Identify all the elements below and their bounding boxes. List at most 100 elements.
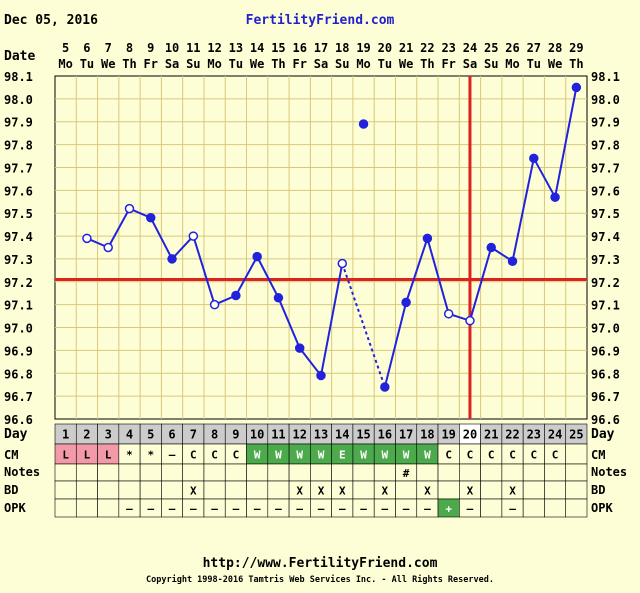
footer-url[interactable]: http://www.FertilityFriend.com	[203, 556, 438, 571]
y-tick-label-right: 97.2	[591, 276, 620, 290]
date-number: 25	[484, 41, 498, 55]
y-tick-label-left: 97.6	[4, 184, 33, 198]
table-row-labels: Day Day CM CM Notes Notes BD BD OPK OPK	[4, 427, 627, 515]
bd-cell	[480, 480, 503, 500]
notes-cell	[459, 463, 481, 482]
y-tick-label-right: 97.9	[591, 116, 620, 130]
opk-value: –	[211, 503, 218, 516]
temperature-point	[529, 153, 539, 164]
cm-value: L	[62, 449, 69, 462]
day-value: 11	[271, 428, 285, 442]
opk-cell	[54, 498, 77, 518]
cm-cell	[565, 443, 588, 465]
y-tick-label-right: 97.5	[591, 207, 620, 221]
y-tick-label-left: 96.8	[4, 367, 33, 381]
temperature-point	[571, 82, 582, 93]
y-tick-label-left: 97.8	[4, 139, 33, 153]
opk-value: –	[169, 503, 176, 516]
y-tick-label-right: 97.1	[591, 299, 620, 313]
bd-value: X	[424, 485, 431, 498]
temperature-point	[188, 231, 199, 241]
footer-copyright: Copyright 1998-2016 Tamtris Web Services…	[146, 574, 494, 585]
notes-cell	[118, 463, 141, 482]
temperature-line	[511, 158, 535, 262]
weekday-label: We	[101, 57, 115, 71]
day-value: 17	[399, 428, 413, 442]
notes-cell	[267, 463, 290, 482]
temperature-line	[468, 247, 493, 321]
weekday-label: Tu	[527, 57, 541, 71]
cm-value: C	[190, 449, 197, 462]
date-number: 22	[420, 41, 434, 55]
bd-cell	[395, 480, 418, 500]
cm-value: C	[233, 449, 240, 462]
temperature-point	[294, 343, 305, 353]
day-value: 12	[292, 428, 306, 442]
date-number: 11	[186, 41, 200, 55]
weekday-label: Th	[420, 57, 434, 71]
temperature-line	[149, 217, 173, 260]
temperature-point	[316, 370, 326, 381]
opk-value: –	[296, 503, 303, 516]
cm-value: W	[403, 449, 410, 462]
weekday-label: Sa	[463, 57, 477, 71]
date-number: 21	[399, 41, 413, 55]
bd-cell	[267, 480, 290, 500]
day-value: 9	[232, 428, 239, 442]
temperature-point	[124, 203, 135, 214]
day-value: 10	[250, 428, 264, 442]
day-value: 24	[548, 428, 562, 442]
day-value: 14	[335, 428, 349, 442]
bd-cell	[203, 480, 226, 500]
temperature-line	[277, 297, 301, 349]
opk-cell	[544, 498, 567, 518]
temperature-point	[82, 233, 92, 244]
temperature-line	[383, 302, 408, 388]
weekday-label: Mo	[207, 57, 221, 71]
date-number: 12	[207, 41, 221, 55]
opk-value: –	[424, 503, 431, 516]
y-tick-label-right: 97.8	[591, 139, 620, 153]
bd-cell	[139, 480, 162, 500]
opk-value: –	[147, 503, 154, 516]
date-number: 14	[250, 41, 264, 55]
temperature-point	[209, 299, 220, 310]
notes-row-label-left: Notes	[4, 465, 40, 479]
temperature-series	[82, 82, 582, 392]
day-value: 19	[441, 428, 455, 442]
temperature-line	[532, 157, 556, 198]
chart-overlays	[55, 76, 587, 419]
notes-cell	[480, 463, 503, 482]
temperature-point	[465, 315, 475, 326]
date-number: 19	[356, 41, 370, 55]
temperature-line	[405, 238, 429, 303]
y-tick-label-right: 97.7	[591, 161, 620, 175]
temperature-line	[235, 256, 259, 297]
y-tick-label-right: 97.3	[591, 253, 620, 267]
opk-value: –	[318, 503, 325, 516]
day-value: 4	[126, 428, 133, 442]
opk-value: –	[190, 503, 197, 516]
day-row-label-right: Day	[591, 427, 615, 442]
weekday-label: Th	[569, 57, 583, 71]
bd-cell	[544, 480, 567, 500]
day-value: 18	[420, 428, 434, 442]
opk-value: –	[403, 503, 410, 516]
header-site[interactable]: FertilityFriend.com	[246, 13, 395, 28]
notes-cell	[288, 463, 311, 482]
cm-value: C	[467, 449, 474, 462]
date-number: 15	[271, 41, 285, 55]
cm-value: C	[445, 449, 452, 462]
opk-value: –	[467, 503, 474, 516]
date-number: 23	[441, 41, 455, 55]
cm-value: –	[169, 449, 176, 462]
weekday-label: Fr	[292, 57, 306, 71]
day-value: 7	[190, 428, 197, 442]
day-value: 20	[463, 428, 477, 442]
cm-value: W	[382, 449, 389, 462]
y-tick-label-right: 96.9	[591, 344, 620, 358]
weekday-label: Tu	[378, 57, 392, 71]
notes-cell	[182, 463, 205, 482]
temperature-line	[554, 87, 578, 198]
notes-cell	[352, 463, 375, 482]
